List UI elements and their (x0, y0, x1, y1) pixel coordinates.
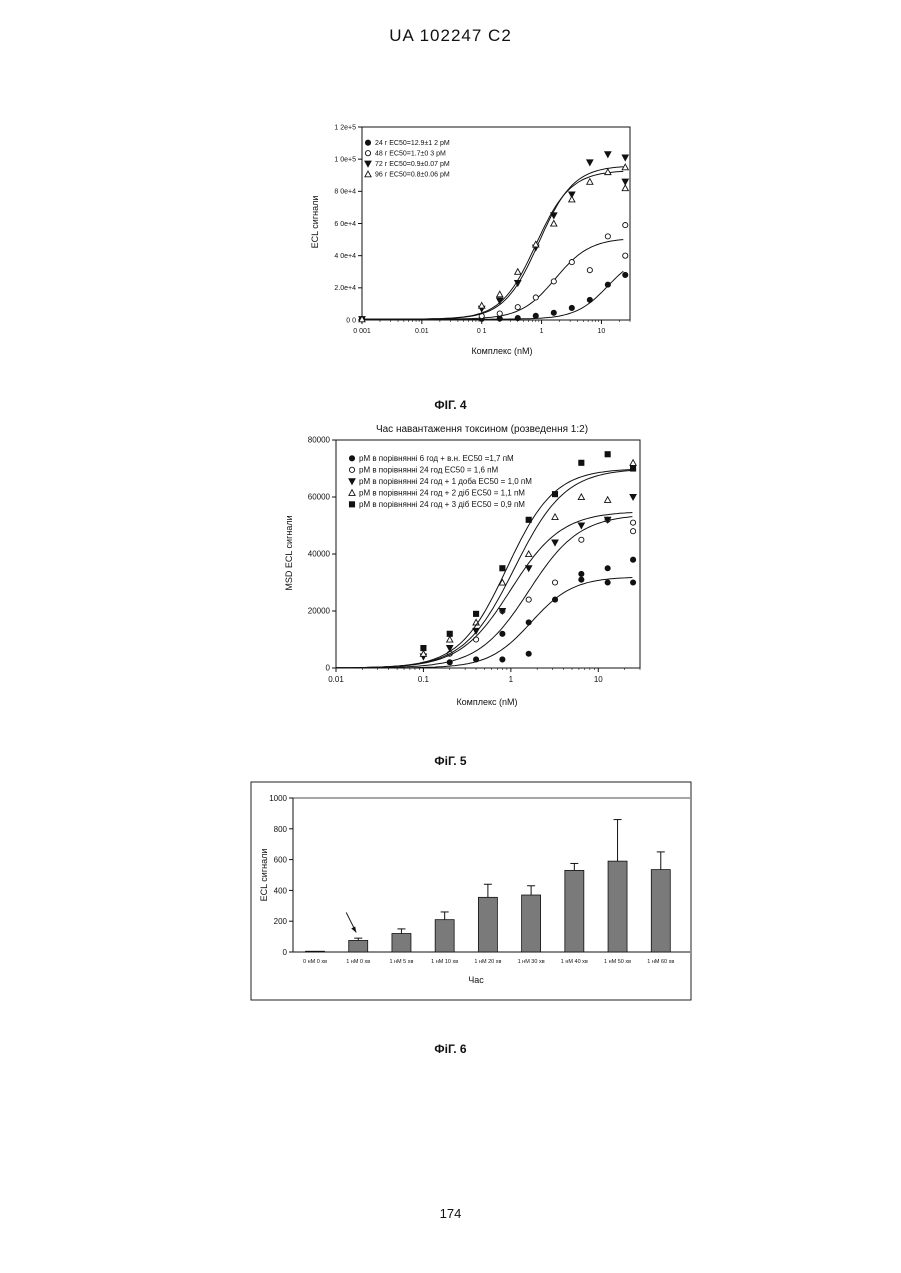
figure-6-ytick-label-4: 800 (274, 825, 288, 834)
figure-6-ytick-label-3: 600 (274, 856, 288, 865)
figure-6-caption: ФіГ. 6 (0, 1042, 901, 1056)
figure-6-category-label-8: 1 нМ 60 хв (647, 959, 674, 965)
figure-6-marks (306, 820, 671, 952)
figure-6-bar-7 (608, 861, 627, 952)
figure-6-bar-3 (435, 920, 454, 952)
figure-6-ytick-label-5: 1000 (269, 794, 287, 803)
figure-6-bar-1 (349, 940, 368, 952)
figure-6-ylabel: ECL сигнали (259, 849, 269, 902)
figure-6-ytick-label-0: 0 (283, 948, 288, 957)
figure-6-bar-4 (478, 897, 497, 952)
figure-6-xlabel: Час (468, 975, 484, 985)
figure-6-bar-2 (392, 934, 411, 952)
figure-6-ytick-label-1: 200 (274, 917, 288, 926)
figure-6-bar-5 (522, 895, 541, 952)
figure-6-category-label-5: 1 нМ 30 хв (518, 959, 545, 965)
figure-6-category-label-1: 1 нМ 0 хв (346, 959, 370, 965)
figure-6-category-label-3: 1 нМ 10 хв (431, 959, 458, 965)
figure-6-bar-6 (565, 870, 584, 952)
figure-6-category-label-0: 0 нМ 0 хв (303, 959, 327, 965)
figure-6-category-label-4: 1 нМ 20 хв (474, 959, 501, 965)
figure-6-category-label-2: 1 нМ 5 хв (389, 959, 413, 965)
figure-6-ytick-label-2: 400 (274, 886, 288, 895)
figure-6-bar-0 (306, 951, 325, 952)
figure-6-category-label-6: 1 нМ 40 хв (561, 959, 588, 965)
figure-6-category-label-7: 1 нМ 50 хв (604, 959, 631, 965)
page-number: 174 (0, 1206, 901, 1221)
figure-6-bar-8 (651, 870, 670, 952)
figure-6-arrow-head (351, 926, 356, 932)
